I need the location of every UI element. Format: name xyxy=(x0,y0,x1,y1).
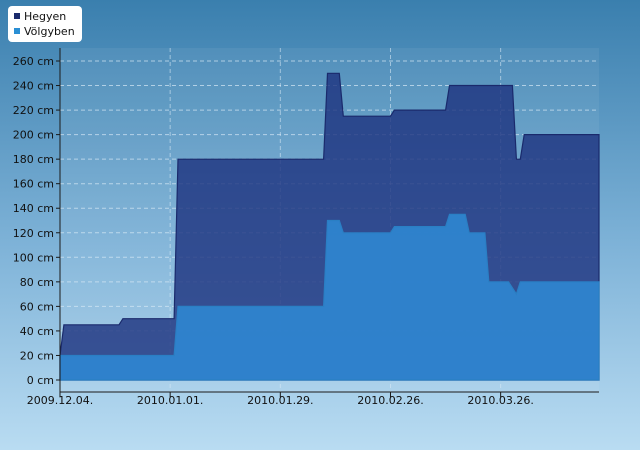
y-tick-label: 20 cm xyxy=(20,349,54,362)
y-tick-label: 180 cm xyxy=(13,153,54,166)
y-tick-label: 140 cm xyxy=(13,202,54,215)
y-tick-label: 100 cm xyxy=(13,251,54,264)
legend-swatch-hegyen xyxy=(14,13,20,19)
y-tick-label: 220 cm xyxy=(13,104,54,117)
y-tick-label: 120 cm xyxy=(13,227,54,240)
x-tick-label: 2009.12.04. xyxy=(27,394,93,407)
legend: Hegyen Völgyben xyxy=(8,6,82,42)
axes: 0 cm 20 cm 40 cm 60 cm 80 cm 100 cm 120 cm 140 … xyxy=(13,48,599,407)
legend-label-hegyen: Hegyen xyxy=(24,10,66,23)
y-tick-label: 60 cm xyxy=(20,300,54,313)
legend-label-volgyben: Völgyben xyxy=(24,25,75,38)
x-tick-label: 2010.01.29. xyxy=(247,394,313,407)
legend-swatch-volgyben xyxy=(14,28,20,34)
series-areas xyxy=(59,72,600,381)
x-tick-label: 2010.03.26. xyxy=(467,394,533,407)
y-tick-label: 80 cm xyxy=(20,276,54,289)
y-tick-label: 200 cm xyxy=(13,129,54,142)
legend-box xyxy=(8,6,82,42)
y-tick-label: 40 cm xyxy=(20,325,54,338)
y-tick-label: 160 cm xyxy=(13,178,54,191)
y-tick-label: 260 cm xyxy=(13,55,54,68)
y-tick-label: 0 cm xyxy=(27,374,54,387)
series-area-volgyben xyxy=(59,213,600,381)
x-tick-label: 2010.02.26. xyxy=(357,394,423,407)
x-tick-label: 2010.01.01. xyxy=(137,394,203,407)
y-tick-label: 240 cm xyxy=(13,80,54,93)
